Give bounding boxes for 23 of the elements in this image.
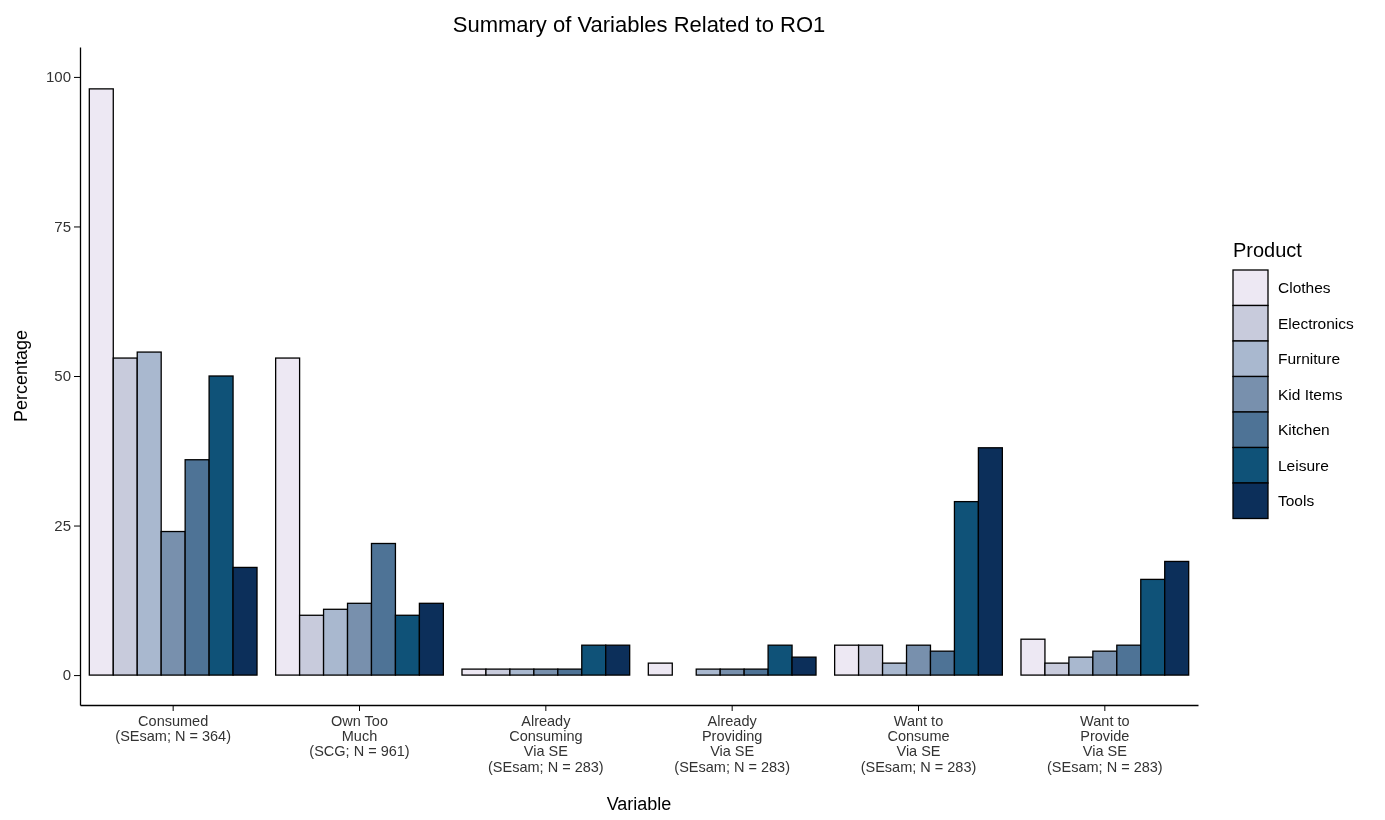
legend-label: Furniture [1278, 350, 1341, 367]
y-tick-label: 25 [54, 516, 71, 534]
x-axis-title: Variable [606, 794, 672, 814]
bar [647, 662, 673, 676]
legend-label: Tools [1278, 492, 1315, 509]
x-tick-label: Own Too Much (SCG; N = 961) [309, 713, 410, 760]
y-axis-title: Percentage [11, 329, 31, 423]
legend-label: Kitchen [1278, 421, 1330, 438]
y-tick-label: 100 [45, 68, 71, 86]
chart-title: Summary of Variables Related to RO1 [452, 12, 826, 37]
x-tick-label: Already Consuming Via SE (SEsam; N = 283) [488, 713, 604, 775]
legend-label: Kid Items [1278, 385, 1343, 403]
legend-label: Electronics [1278, 314, 1355, 332]
y-tick-label: 0 [62, 666, 71, 684]
x-tick-label: Want to Provide Via SE (SEsam; N = 283) [1047, 713, 1163, 775]
legend-title: Product [1233, 239, 1303, 261]
y-tick-label: 50 [54, 367, 71, 385]
x-tick-label: Consumed (SEsam; N = 364) [115, 713, 231, 745]
legend-label: Clothes [1278, 279, 1331, 296]
x-tick-label: Want to Consume Via SE (SEsam; N = 283) [860, 713, 977, 775]
y-tick-label: 75 [54, 217, 71, 235]
legend-label: Leisure [1278, 456, 1329, 474]
x-tick-label: Already Providing Via SE (SEsam; N = 283) [674, 713, 790, 775]
